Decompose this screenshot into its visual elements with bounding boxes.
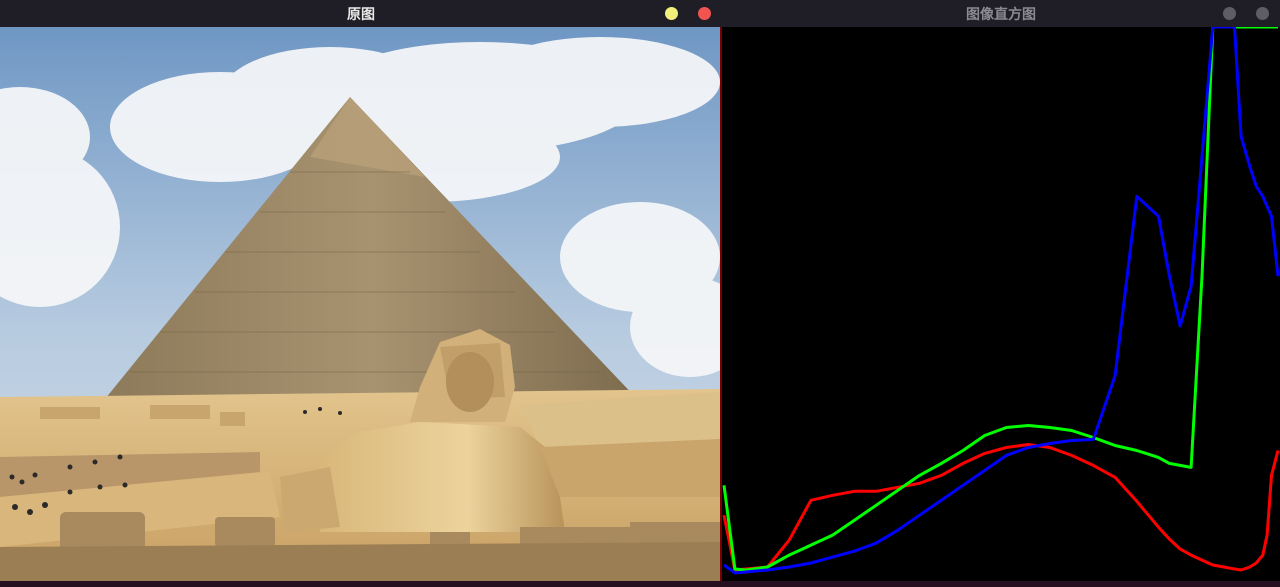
histogram-titlebar[interactable]: 图像直方图 [722, 0, 1280, 27]
histogram-window: 图像直方图 [722, 0, 1280, 587]
red-channel-line [722, 443, 1280, 572]
green-channel-line [722, 27, 1278, 572]
window-controls [1223, 7, 1269, 20]
color-histogram-chart [722, 27, 1280, 581]
window-title: 图像直方图 [966, 6, 1036, 23]
window-bottom-strip [0, 581, 722, 587]
window-title: 原图 [347, 6, 375, 23]
minimize-button[interactable] [1223, 7, 1236, 20]
blue-channel-line [723, 27, 1280, 575]
minimize-button[interactable] [665, 7, 678, 20]
histogram-canvas [722, 27, 1280, 581]
window-bottom-strip [722, 581, 1280, 587]
close-button[interactable] [698, 7, 711, 20]
chart-background [722, 27, 1280, 581]
original-image-window: 原图 [0, 0, 722, 587]
image-canvas [0, 27, 722, 581]
close-button[interactable] [1256, 7, 1269, 20]
pyramid-sphinx-photo [0, 27, 720, 581]
original-image-titlebar[interactable]: 原图 [0, 0, 722, 27]
window-controls [665, 7, 711, 20]
